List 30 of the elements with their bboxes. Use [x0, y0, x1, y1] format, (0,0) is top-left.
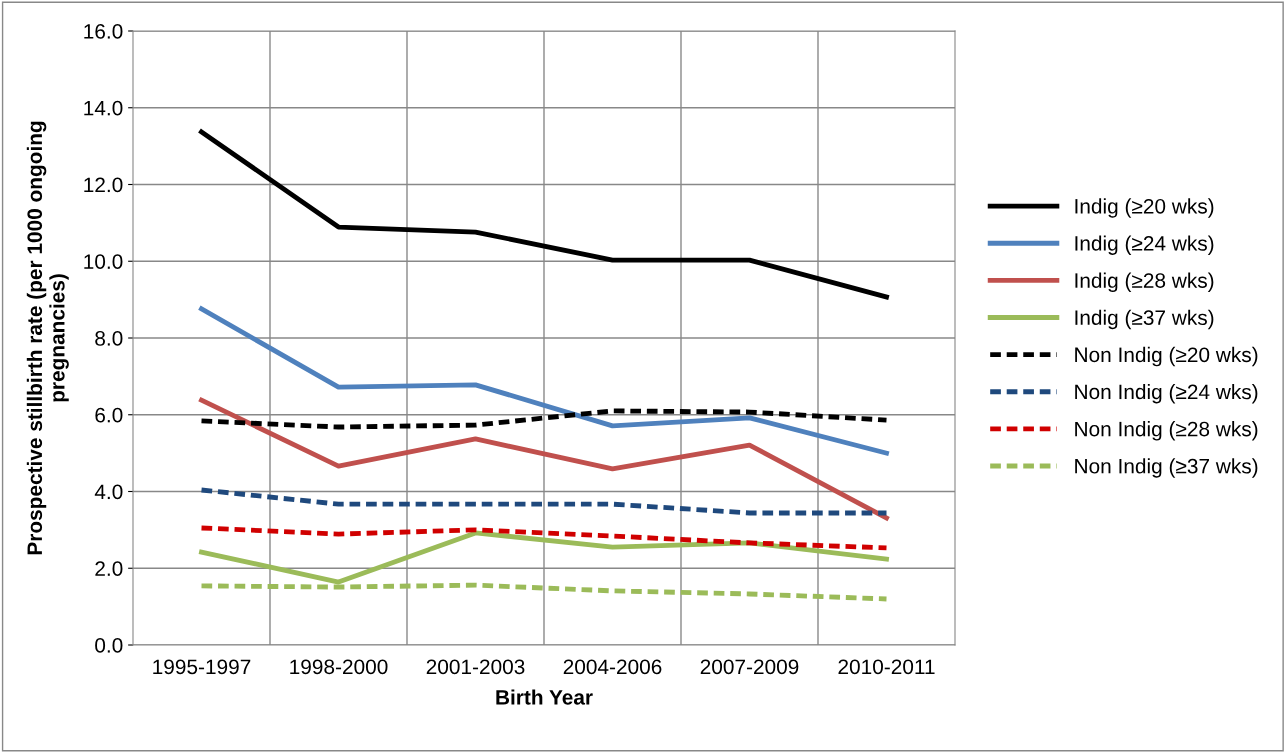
y-tick-label: 8.0	[95, 331, 123, 346]
line-series	[199, 129, 889, 300]
legend-label: Indig (≥24 wks)	[1075, 235, 1214, 255]
legend-label: Non Indig (≥28 wks)	[1075, 421, 1258, 441]
x-axis-title: Birth Year	[496, 689, 593, 705]
y-tick-label: 16.0	[84, 24, 123, 39]
legend-label: Non Indig (≥24 wks)	[1075, 383, 1258, 404]
legend-label: Non Indig (≥20 wks)	[1075, 346, 1258, 367]
y-tick-label: 2.0	[95, 561, 123, 576]
y-tick-label: 14.0	[84, 100, 123, 116]
y-tick-label: 10.0	[84, 254, 123, 269]
x-tick-label: 2004-2006	[563, 659, 662, 675]
y-axis-title: Prospective stillbirth rate (per 1000 ongoing pregnancies)	[26, 121, 69, 555]
line-series	[199, 408, 889, 430]
line-series	[199, 306, 889, 456]
y-tick-label: 6.0	[95, 407, 123, 423]
legend-label: Non Indig (≥37 wks)	[1075, 458, 1258, 478]
legend-label: Indig (≥20 wks)	[1075, 198, 1214, 218]
x-tick-label: 2001-2003	[426, 659, 525, 675]
legend-label: Indig (≥37 wks)	[1075, 309, 1214, 330]
y-tick-label: 12.0	[84, 177, 123, 193]
y-tick-label: 4.0	[94, 484, 123, 500]
line-series	[199, 525, 889, 551]
x-tick-label: 2010-2011	[838, 659, 935, 675]
y-tick-label: 0.0	[95, 638, 123, 653]
x-tick-label: 1995-1997	[153, 659, 251, 675]
legend-label: Indig (≥28 wks)	[1075, 272, 1214, 293]
x-tick-label: 2007-2009	[700, 659, 799, 675]
line-series	[199, 397, 889, 521]
x-tick-label: 1998-2000	[290, 659, 388, 675]
